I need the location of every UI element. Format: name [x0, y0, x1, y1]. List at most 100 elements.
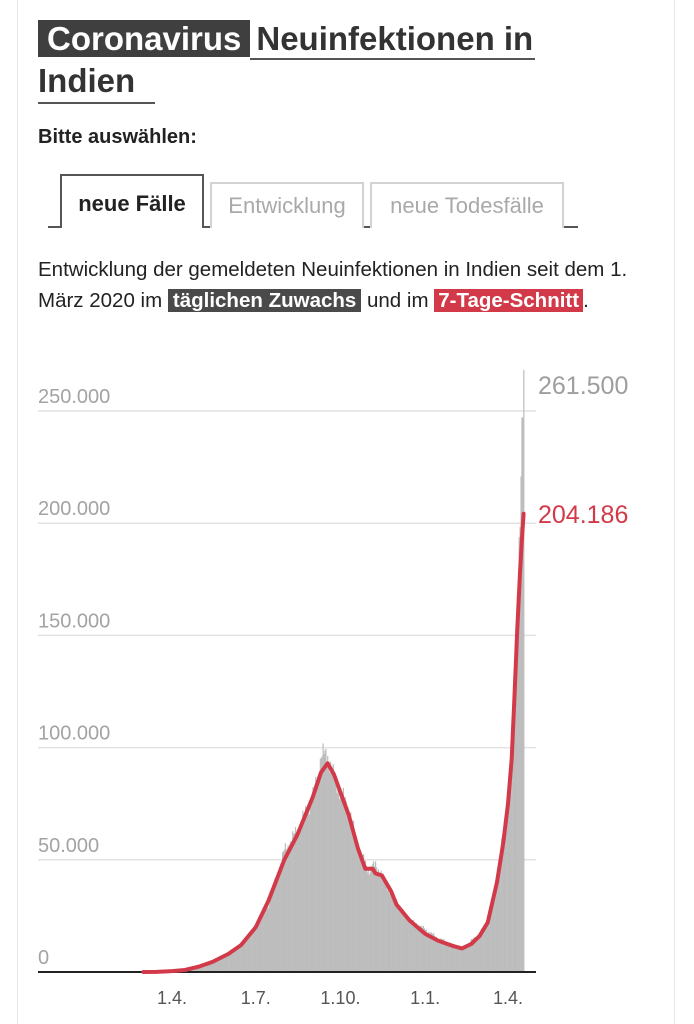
daily-bar — [283, 849, 286, 972]
daily-bar — [520, 476, 522, 972]
daily-bar — [303, 814, 305, 972]
daily-bar — [416, 926, 418, 972]
tab-entwicklung[interactable]: Entwicklung — [210, 182, 364, 228]
daily-bar — [321, 756, 323, 972]
daily-bar — [346, 812, 348, 972]
daily-bar — [463, 946, 465, 972]
daily-bar — [415, 923, 417, 972]
daily-bar — [376, 872, 379, 972]
daily-bar — [215, 961, 217, 972]
daily-bar — [352, 820, 355, 972]
daily-bar — [443, 939, 445, 972]
tab-neue-faelle[interactable]: neue Fälle — [60, 174, 204, 228]
daily-bar — [378, 874, 380, 972]
daily-bar — [409, 922, 411, 972]
daily-bar — [438, 938, 440, 972]
daily-bar — [194, 968, 196, 972]
daily-bar — [223, 956, 225, 972]
title-line1: Neuinfektionen in — [250, 20, 536, 60]
daily-bar — [248, 936, 251, 972]
daily-bar — [208, 964, 210, 972]
daily-bar — [224, 955, 226, 972]
daily-bar — [401, 911, 403, 972]
daily-bar — [371, 868, 373, 972]
y-tick-labels: 0 50.000 100.000 150.000 200.000 250.000 — [38, 386, 110, 969]
daily-bar — [192, 968, 194, 972]
daily-bar — [211, 963, 213, 972]
select-label: Bitte auswählen: — [38, 126, 197, 148]
daily-bar — [383, 875, 385, 972]
daily-bar — [502, 838, 504, 972]
daily-bar — [426, 932, 428, 972]
daily-bars — [143, 369, 525, 973]
daily-bar — [263, 912, 265, 972]
daily-bar — [264, 907, 266, 972]
daily-bar — [209, 963, 211, 972]
daily-bar — [340, 795, 343, 972]
daily-bar — [425, 929, 427, 972]
daily-bar — [457, 947, 460, 972]
daily-bar — [449, 944, 451, 972]
daily-bar — [467, 945, 469, 972]
x-tick-labels: 1.4. 1.7. 1.10. 1.1. 1.4. — [157, 988, 523, 1008]
daily-bar — [238, 947, 240, 972]
daily-bar — [286, 848, 288, 972]
daily-bar — [258, 922, 261, 972]
daily-bar — [269, 903, 271, 972]
daily-bar — [471, 939, 473, 972]
daily-bar — [291, 842, 293, 972]
daily-bar — [260, 919, 263, 972]
daily-bar — [290, 841, 292, 972]
daily-bar — [523, 369, 525, 972]
daily-bar — [467, 943, 470, 972]
daily-bar — [251, 930, 253, 972]
daily-bar — [447, 943, 449, 972]
daily-bar — [282, 852, 284, 972]
daily-bar — [200, 966, 203, 972]
daily-bar — [398, 910, 401, 972]
daily-bar — [368, 874, 370, 972]
daily-bar — [343, 799, 345, 972]
daily-bar — [280, 863, 282, 972]
y-tick-label: 250.000 — [38, 386, 110, 408]
daily-bar — [395, 901, 397, 972]
daily-bar — [315, 776, 317, 972]
daily-bar — [439, 940, 441, 972]
daily-bar — [333, 778, 335, 972]
daily-bar — [358, 854, 360, 972]
daily-bar — [459, 949, 461, 972]
daily-bar — [292, 831, 294, 972]
daily-bar — [258, 924, 260, 972]
daily-bar — [362, 854, 364, 972]
tab-neue-todesfaelle[interactable]: neue Todesfälle — [370, 182, 564, 228]
daily-bar — [270, 897, 273, 972]
daily-bar — [479, 934, 481, 972]
daily-bar — [513, 692, 515, 972]
daily-bar — [514, 664, 517, 972]
daily-bar — [419, 928, 421, 972]
daily-bar — [379, 874, 381, 972]
daily-bar — [491, 898, 494, 972]
page-title: Coronavirus Neuinfektionen in Indien — [38, 18, 598, 104]
daily-bar — [246, 938, 248, 972]
daily-bar — [388, 893, 391, 972]
daily-bar — [375, 867, 378, 972]
daily-bar — [490, 907, 492, 972]
daily-bar — [389, 892, 391, 972]
daily-bar — [212, 962, 215, 972]
daily-bar — [377, 869, 379, 972]
daily-bar — [241, 943, 243, 972]
title-line2: Indien — [38, 60, 156, 104]
daily-bar — [429, 934, 431, 972]
daily-bar — [295, 835, 298, 972]
daily-bar — [474, 938, 476, 972]
daily-bar — [440, 938, 442, 972]
daily-bar — [421, 925, 423, 972]
daily-bar — [318, 777, 321, 972]
daily-bar — [197, 967, 199, 972]
daily-bar — [374, 866, 376, 972]
daily-bar — [212, 962, 214, 972]
end-label-daily: 261.500 — [538, 372, 628, 400]
daily-bar — [487, 923, 489, 972]
daily-bar — [351, 821, 353, 972]
